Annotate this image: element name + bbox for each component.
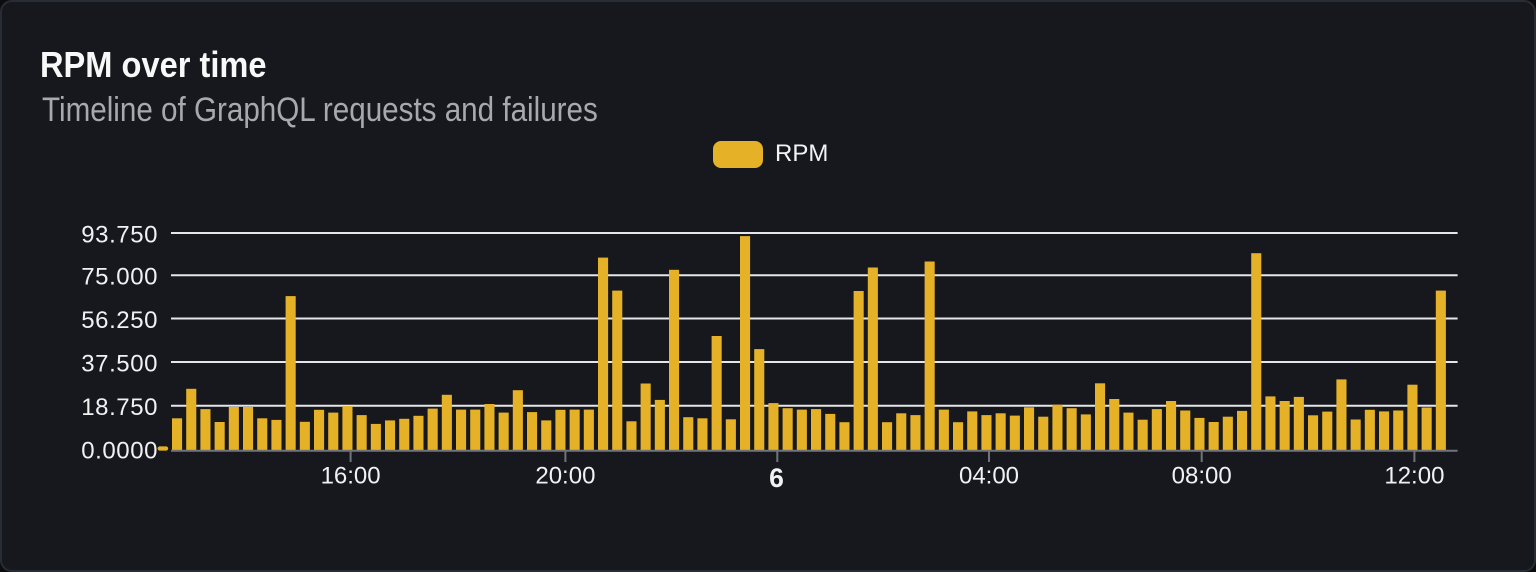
svg-text:75.000: 75.000 (81, 264, 158, 291)
svg-text:6: 6 (769, 463, 784, 493)
svg-text:16:00: 16:00 (321, 462, 381, 489)
svg-text:04:00: 04:00 (959, 462, 1019, 489)
svg-text:18.750: 18.750 (81, 394, 158, 421)
svg-text:08:00: 08:00 (1172, 462, 1232, 489)
svg-text:93.750: 93.750 (81, 221, 158, 248)
svg-text:20:00: 20:00 (535, 462, 595, 489)
svg-text:12:00: 12:00 (1384, 462, 1444, 489)
svg-text:56.250: 56.250 (81, 307, 158, 334)
svg-text:37.500: 37.500 (81, 351, 158, 378)
svg-text:0.0000: 0.0000 (81, 438, 158, 465)
